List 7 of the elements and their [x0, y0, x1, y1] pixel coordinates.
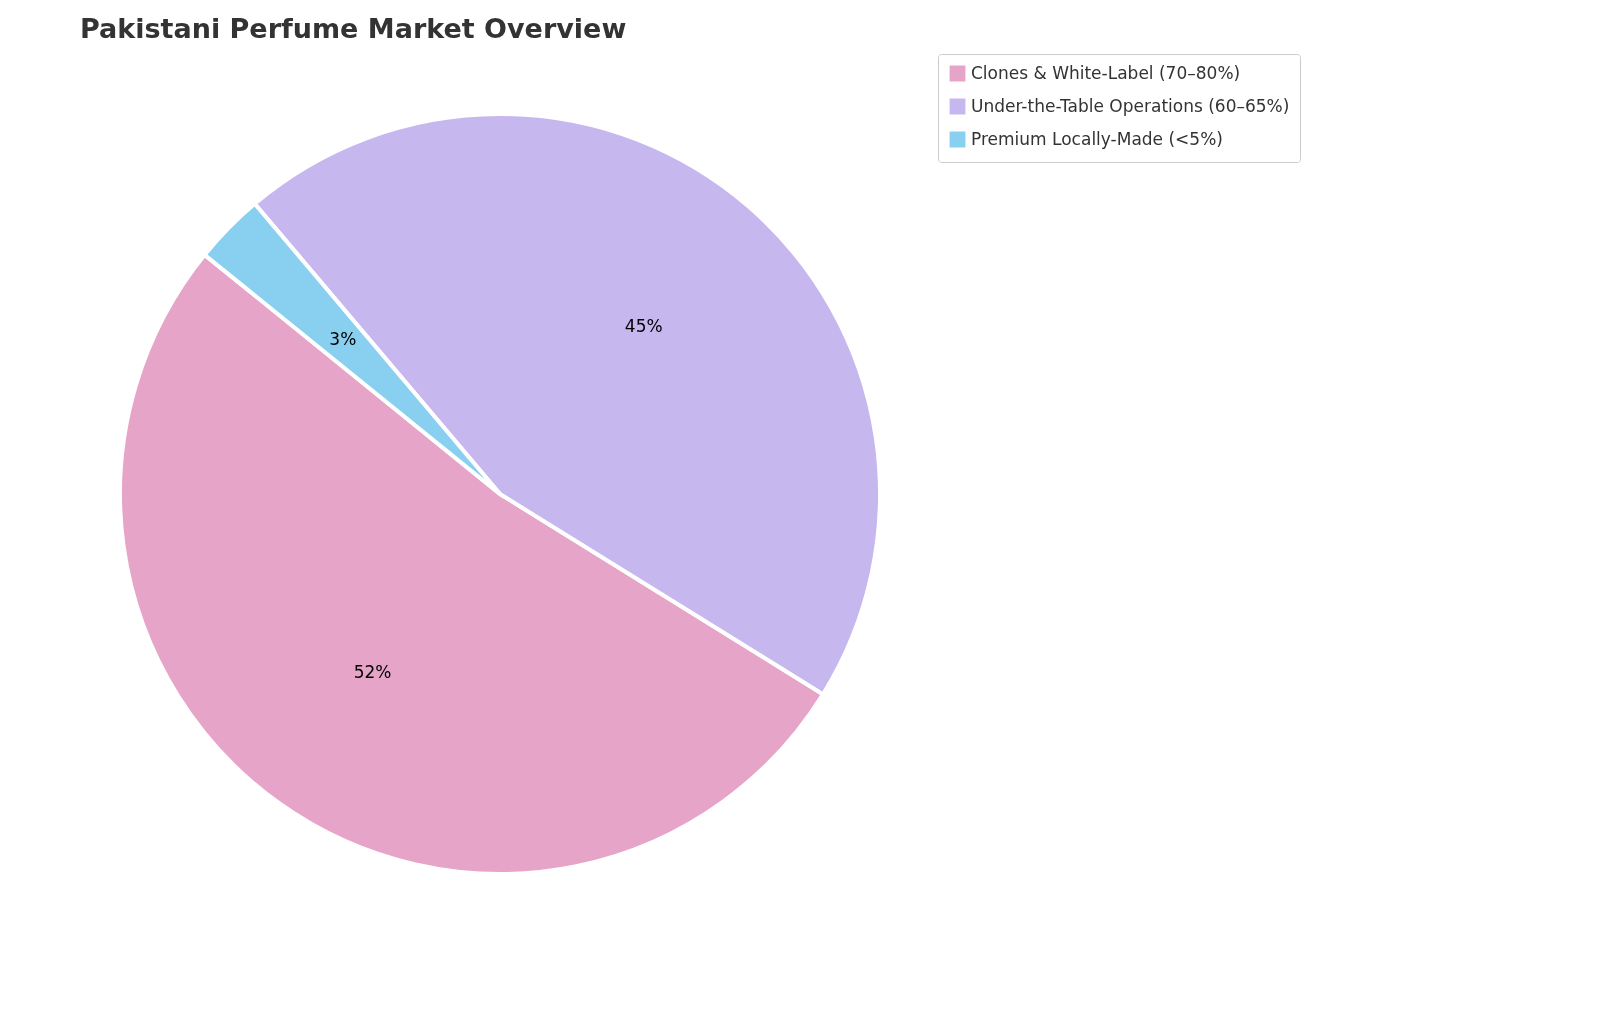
legend-label: Under-the-Table Operations (60–65%) [971, 95, 1290, 116]
data-label: 45% [624, 316, 663, 337]
legend-label: Clones & White-Label (70–80%) [971, 62, 1241, 83]
legend-label: Premium Locally-Made (<5%) [971, 128, 1223, 149]
chart-title: Pakistani Perfume Market Overview [80, 12, 627, 44]
data-label: 52% [353, 662, 392, 683]
data-label: 3% [329, 329, 357, 350]
